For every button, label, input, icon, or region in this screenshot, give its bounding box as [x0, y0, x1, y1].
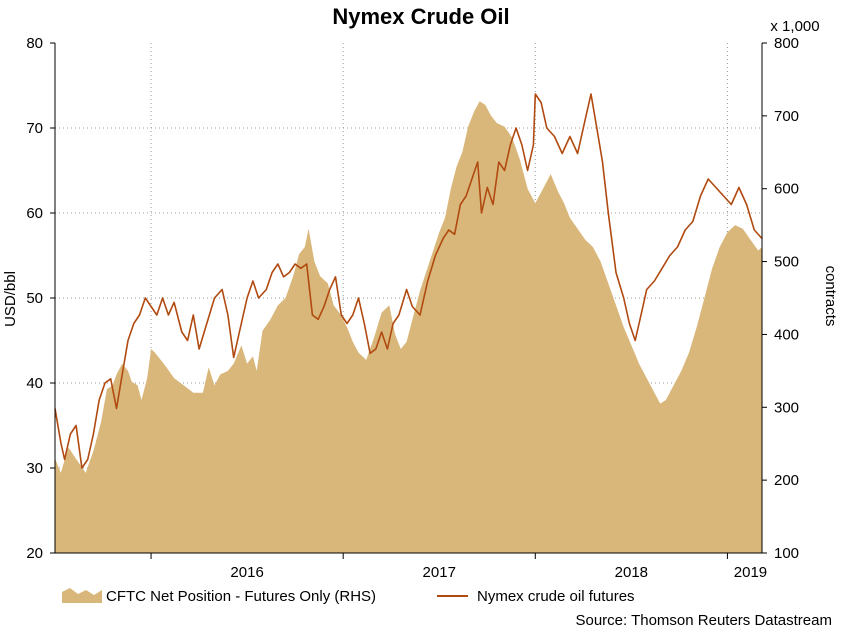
- legend-label-cftc: CFTC Net Position - Futures Only (RHS): [106, 588, 376, 605]
- x-tick-label: 2018: [615, 564, 648, 581]
- chart-title: Nymex Crude Oil: [332, 4, 509, 29]
- right-tick-label: 700: [774, 108, 799, 125]
- right-tick-label: 300: [774, 399, 799, 416]
- legend-label-nymex: Nymex crude oil futures: [477, 588, 635, 605]
- left-tick-label: 50: [26, 290, 43, 307]
- line-series-layer: [54, 93, 763, 469]
- area-series-cftc: [55, 101, 762, 554]
- legend: CFTC Net Position - Futures Only (RHS) N…: [62, 588, 635, 605]
- area-series-layer: [55, 101, 762, 554]
- x-tick-label: 2017: [423, 564, 456, 581]
- right-axis-multiplier: x 1,000: [770, 18, 819, 35]
- left-tick-label: 30: [26, 460, 43, 477]
- axes: 20 30 40 50 60 70 80 100 200 300 400 500 600 700 800 20…: [26, 35, 799, 581]
- left-tick-label: 20: [26, 545, 43, 562]
- right-tick-label: 200: [774, 472, 799, 489]
- source-note: Source: Thomson Reuters Datastream: [575, 612, 832, 629]
- x-tick-label: 2019: [734, 564, 767, 581]
- right-tick-label: 800: [774, 35, 799, 52]
- right-axis-label: contracts: [822, 266, 839, 327]
- right-tick-label: 500: [774, 254, 799, 271]
- right-tick-label: 400: [774, 326, 799, 343]
- right-tick-label: 100: [774, 545, 799, 562]
- x-tick-label: 2016: [230, 564, 263, 581]
- legend-swatch-area: [62, 588, 102, 603]
- left-axis-label: USD/bbl: [2, 271, 19, 327]
- line-series-nymex: [54, 93, 763, 469]
- right-tick-label: 600: [774, 181, 799, 198]
- left-tick-label: 40: [26, 375, 43, 392]
- left-tick-label: 70: [26, 120, 43, 137]
- left-tick-label: 60: [26, 205, 43, 222]
- left-tick-label: 80: [26, 35, 43, 52]
